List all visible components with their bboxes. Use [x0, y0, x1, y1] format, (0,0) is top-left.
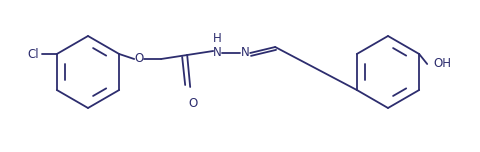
Text: O: O — [134, 52, 144, 66]
Text: Cl: Cl — [27, 47, 39, 60]
Text: N: N — [212, 47, 221, 59]
Text: N: N — [240, 47, 249, 59]
Text: O: O — [188, 97, 197, 110]
Text: H: H — [212, 33, 221, 45]
Text: OH: OH — [432, 57, 450, 71]
